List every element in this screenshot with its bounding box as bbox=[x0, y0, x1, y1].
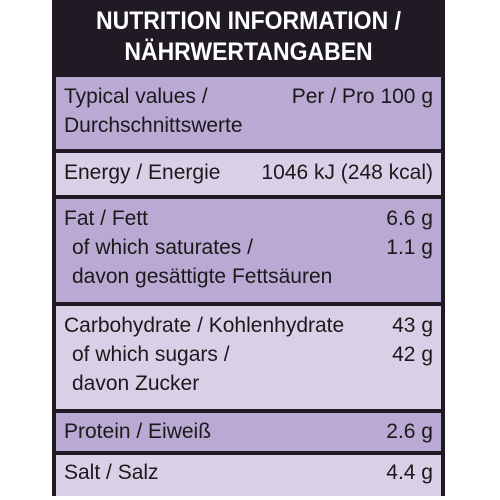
row-label: Fat / Fett of which saturates / davon ge… bbox=[64, 204, 332, 291]
label-line: of which saturates / bbox=[72, 236, 253, 259]
value-line: 2.6 g bbox=[386, 420, 433, 443]
row-values: 6.6 g 1.1 g bbox=[386, 204, 433, 262]
label-line: Protein / Eiweiß bbox=[64, 420, 212, 443]
row-values: 1046 kJ (248 kcal) bbox=[261, 158, 433, 187]
row-label: Energy / Energie bbox=[64, 158, 220, 187]
value-line: 43 g bbox=[392, 314, 433, 337]
label-line: of which sugars / bbox=[72, 343, 230, 366]
value-line: 1.1 g bbox=[386, 236, 433, 259]
row-salt: Salt / Salz 4.4 g bbox=[56, 455, 441, 496]
row-carbohydrate: Carbohydrate / Kohlenhydrate of which su… bbox=[56, 306, 441, 409]
value-line: 4.4 g bbox=[386, 461, 433, 484]
row-energy: Energy / Energie 1046 kJ (248 kcal) bbox=[56, 153, 441, 195]
row-values: 43 g 42 g bbox=[392, 311, 433, 369]
label-line: Typical values / bbox=[64, 85, 208, 108]
label-line: Durchschnittswerte bbox=[64, 114, 243, 137]
row-label: Typical values / Durchschnittswerte bbox=[64, 82, 243, 140]
header-title-en: NUTRITION INFORMATION / bbox=[96, 7, 401, 35]
label-line: davon gesättigte Fettsäuren bbox=[72, 265, 333, 288]
row-protein: Protein / Eiweiß 2.6 g bbox=[56, 413, 441, 451]
nutrition-label: NUTRITION INFORMATION / NÄHRWERTANGABEN … bbox=[52, 0, 445, 496]
row-values: Per / Pro 100 g bbox=[292, 82, 433, 111]
row-label: Carbohydrate / Kohlenhydrate of which su… bbox=[64, 311, 344, 398]
row-values: 4.4 g bbox=[386, 458, 433, 487]
value-line: 1046 kJ (248 kcal) bbox=[261, 161, 433, 184]
nutrition-header: NUTRITION INFORMATION / NÄHRWERTANGABEN bbox=[52, 0, 445, 73]
row-label: Salt / Salz bbox=[64, 458, 159, 487]
label-line: Fat / Fett bbox=[64, 207, 149, 230]
row-fat: Fat / Fett of which saturates / davon ge… bbox=[56, 199, 441, 302]
label-line: Salt / Salz bbox=[64, 461, 159, 484]
row-typical-values: Typical values / Durchschnittswerte Per … bbox=[56, 77, 441, 149]
label-line: Carbohydrate / Kohlenhydrate bbox=[64, 314, 345, 337]
label-line: Energy / Energie bbox=[64, 161, 221, 184]
value-line: 42 g bbox=[392, 343, 433, 366]
value-line: Per / Pro 100 g bbox=[291, 85, 433, 108]
label-line: davon Zucker bbox=[72, 372, 200, 395]
value-line: 6.6 g bbox=[386, 207, 433, 230]
header-title-de: NÄHRWERTANGABEN bbox=[124, 38, 373, 66]
row-label: Protein / Eiweiß bbox=[64, 417, 211, 446]
row-values: 2.6 g bbox=[386, 417, 433, 446]
